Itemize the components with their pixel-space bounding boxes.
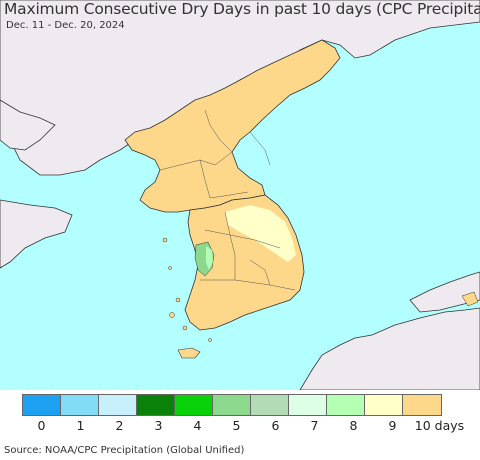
source-text: Source: NOAA/CPC Precipitation (Global U… [4,445,245,456]
admin-boundaries [159,109,296,291]
legend-swatch [175,395,213,415]
legend-label: 2 [115,418,124,433]
legend-label: 6 [271,418,280,433]
legend-swatch [289,395,327,415]
legend-swatch [137,395,175,415]
map-title: Maximum Consecutive Dry Days in past 10 … [4,0,480,18]
date-range: Dec. 11 - Dec. 20, 2024 [6,20,125,31]
legend-labels: 0 1 2 3 4 5 6 7 8 9 10 days [22,418,480,436]
legend-swatch [365,395,403,415]
legend-label: 1 [76,418,85,433]
dry9-area [225,205,296,262]
japan-dry10-patch [461,291,479,307]
legend-swatch [99,395,137,415]
legend-colorbar [22,394,442,416]
legend-label: 4 [193,418,202,433]
north-korea [124,39,341,213]
shandong-peninsula [0,199,73,269]
legend-label: 0 [37,418,46,433]
korea-map [0,0,480,390]
legend-swatch [403,395,441,415]
legend-label: 7 [310,418,319,433]
west-islands [162,237,212,342]
jeju-island [177,347,201,359]
legend-swatch [61,395,99,415]
legend-label: 3 [154,418,163,433]
legend-label: 8 [349,418,358,433]
liaodong-peninsula [0,99,56,151]
legend-swatch [213,395,251,415]
dry8-area [206,246,213,270]
japan-kyushu [299,307,480,390]
legend-label: 10 days [414,418,465,433]
legend-label: 5 [232,418,241,433]
japan-honshu [409,271,480,313]
legend-label: 9 [388,418,397,433]
legend-swatch [327,395,365,415]
legend-swatch [23,395,61,415]
legend-swatch [251,395,289,415]
map-panel: Maximum Consecutive Dry Days in past 10 … [0,0,480,390]
